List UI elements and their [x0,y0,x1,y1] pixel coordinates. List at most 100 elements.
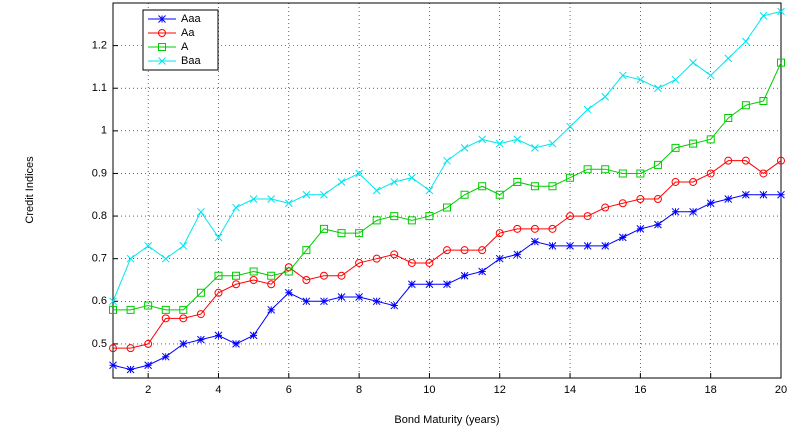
data-point [601,165,610,174]
data-point [636,169,645,178]
data-point [689,58,697,67]
data-point [126,344,135,353]
data-point [548,242,557,250]
data-point [320,297,328,306]
data-point [706,199,715,208]
x-tick-label: 2 [145,384,151,396]
data-point [425,280,434,289]
data-point [548,224,557,233]
data-point [196,288,205,297]
data-point [443,246,452,255]
plot-area [112,2,782,379]
data-point [653,195,662,204]
legend-label: Aaa [181,13,201,25]
legend-marker [158,29,167,37]
data-point [109,297,117,306]
data-point [144,301,153,310]
data-point [267,271,276,280]
data-point [267,195,276,203]
data-point [495,190,504,199]
data-point [478,135,487,144]
data-point [689,207,697,216]
legend-marker [158,57,166,65]
data-point [777,190,785,199]
data-point [302,190,311,199]
data-point [583,212,592,221]
data-point [372,186,381,195]
data-point [495,229,504,238]
data-point [144,339,153,348]
data-point [618,71,627,80]
data-point [372,216,381,225]
data-point [407,258,416,267]
data-point [337,178,346,186]
y-tick-label: 0.5 [92,338,107,350]
series-line [113,62,782,311]
data-point [460,190,469,199]
data-point [337,293,346,301]
data-point [443,203,451,212]
y-tick-label: 0.7 [92,253,107,265]
data-point [759,190,768,199]
data-point [618,233,627,242]
data-point [724,54,733,63]
data-point [372,254,381,263]
data-point [654,84,662,93]
data-point [618,169,627,178]
data-point [636,75,645,84]
x-axis-label: Bond Maturity (years) [394,414,499,426]
data-point [654,220,662,229]
data-point [706,169,715,178]
data-point [372,297,381,306]
data-point [759,97,768,106]
data-point [161,314,170,323]
data-point [319,271,328,280]
data-point [126,254,135,263]
x-tick-label: 20 [775,384,787,396]
data-point [161,305,170,314]
x-tick-label: 14 [564,384,576,396]
data-point [653,160,662,169]
data-point [777,7,785,16]
y-tick-label: 1 [101,125,107,137]
data-point [706,71,715,80]
x-tick-label: 8 [356,384,362,396]
data-point [460,144,469,152]
data-point [232,271,241,280]
data-point [425,212,434,221]
data-point [214,331,223,340]
data-point [407,280,416,289]
data-point [759,169,768,178]
data-point [144,361,153,370]
data-point [249,331,258,340]
data-point [689,177,698,186]
x-tick-label: 4 [215,384,221,396]
y-tick-label: 1.1 [92,82,107,94]
data-point [284,267,293,276]
data-point [390,250,399,259]
data-point [601,203,610,212]
data-point [741,156,750,165]
data-point [689,139,698,148]
data-point [601,242,610,250]
data-point [460,271,469,280]
data-point [777,58,785,67]
data-point [443,156,451,165]
legend-label: Baa [181,55,201,67]
data-point [460,246,469,255]
legend: Aaa Aa A Baa [142,9,219,71]
data-point [618,199,627,208]
data-point [741,101,750,110]
data-point [425,258,434,267]
data-point [126,365,135,374]
data-point [197,335,205,344]
data-point [671,143,680,152]
data-point [478,182,487,191]
data-point [566,122,574,131]
data-point [777,156,786,165]
data-point [566,212,575,221]
data-point [109,305,117,314]
data-point [179,314,188,323]
x-tick-label: 18 [705,384,717,396]
